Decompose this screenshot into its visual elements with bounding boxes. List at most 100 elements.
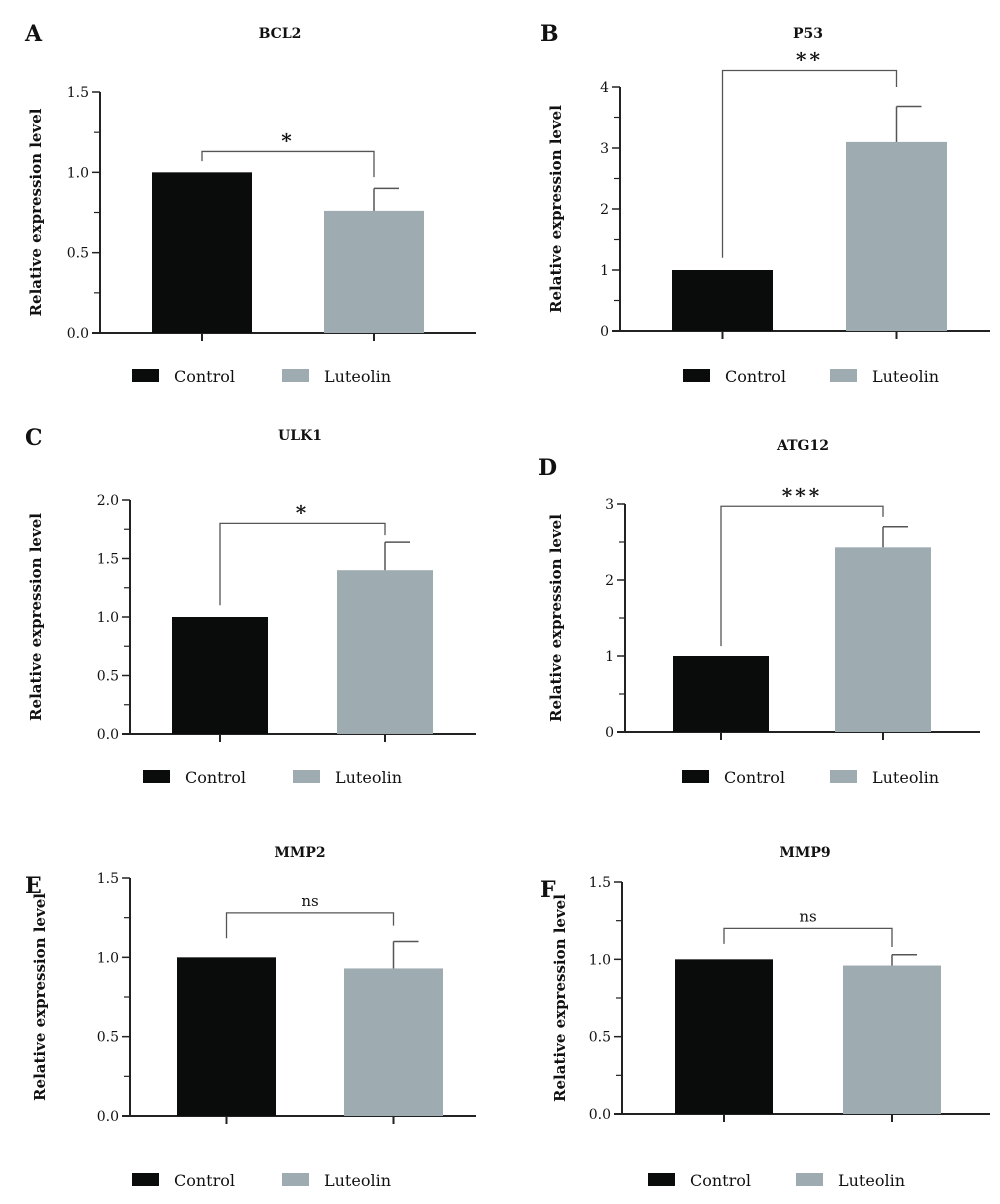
significance-bracket — [721, 69, 898, 258]
chart-title: ATG12 — [776, 438, 829, 454]
significance-label: *** — [782, 483, 822, 507]
legend-label-luteolin: Luteolin — [324, 367, 391, 386]
legend-swatch-luteolin — [796, 1173, 823, 1186]
y-tick-label: 2 — [605, 573, 614, 589]
bar-control — [172, 617, 268, 734]
bar-luteolin — [337, 570, 433, 734]
legend-label-luteolin: Luteolin — [872, 768, 939, 787]
y-tick-label: 1.5 — [97, 871, 119, 887]
y-tick-label: 1.5 — [589, 875, 611, 891]
significance-bracket — [720, 505, 884, 647]
y-axis-label: Relative expression level — [27, 513, 45, 721]
bar-luteolin — [324, 210, 424, 333]
panel-a: A BCL2 Relative expression level 0.0 0.5 1.0 1… — [24, 21, 476, 386]
significance-label: ** — [796, 48, 823, 72]
bar-luteolin — [835, 547, 931, 732]
legend-swatch-control — [683, 369, 710, 382]
significance-label: * — [281, 128, 294, 152]
legend-label-luteolin: Luteolin — [872, 367, 939, 386]
y-axis-label: Relative expression level — [547, 514, 565, 722]
significance-bracket — [201, 150, 375, 178]
panel-d: D ATG12 Relative expression level 0 1 2 3 *** Co… — [538, 438, 980, 787]
bar-control — [675, 959, 773, 1114]
bar-control — [672, 270, 773, 331]
chart-title: ULK1 — [278, 428, 322, 444]
significance-label: ns — [799, 907, 816, 925]
legend-swatch-control — [682, 770, 709, 783]
legend-label-luteolin: Luteolin — [838, 1171, 905, 1190]
chart-title: MMP2 — [274, 845, 325, 861]
y-tick-label: 1 — [600, 263, 609, 279]
y-axis-label: Relative expression level — [551, 894, 569, 1102]
bar-luteolin — [344, 968, 443, 1116]
y-tick-label: 0 — [605, 725, 614, 741]
y-tick-label: 0.0 — [67, 326, 89, 342]
y-tick-label: 3 — [605, 497, 614, 513]
legend-swatch-control — [132, 1173, 159, 1186]
y-axis-label: Relative expression level — [27, 108, 45, 316]
legend-label-control: Control — [185, 768, 246, 787]
y-tick-label: 1.0 — [589, 952, 611, 968]
y-tick-label: 1.0 — [97, 950, 119, 966]
panel-label: F — [540, 877, 556, 903]
legend-swatch-luteolin — [282, 369, 309, 382]
legend-label-control: Control — [725, 367, 786, 386]
y-tick-label: 0.0 — [97, 727, 119, 743]
legend-label-control: Control — [724, 768, 785, 787]
y-tick-label: 0.0 — [97, 1109, 119, 1125]
chart-title: P53 — [793, 26, 823, 42]
y-tick-label: 1.5 — [97, 552, 119, 568]
chart-title: MMP9 — [779, 845, 830, 861]
y-tick-label: 0.5 — [67, 246, 89, 262]
legend-swatch-control — [648, 1173, 675, 1186]
panel-c: C ULK1 Relative expression level 0.0 0.5 1.0 1… — [25, 425, 476, 787]
significance-label: ns — [301, 892, 318, 910]
y-axis-label: Relative expression level — [547, 105, 565, 313]
y-tick-label: 4 — [600, 80, 609, 96]
significance-label: * — [296, 500, 309, 524]
bar-luteolin — [843, 965, 941, 1114]
panel-label: E — [25, 873, 42, 899]
panel-label: D — [538, 455, 557, 481]
legend-swatch-luteolin — [293, 770, 320, 783]
legend-label-control: Control — [174, 367, 235, 386]
legend-swatch-luteolin — [830, 369, 857, 382]
y-tick-label: 0 — [600, 324, 609, 340]
legend-swatch-control — [132, 369, 159, 382]
y-tick-label: 1.0 — [67, 165, 89, 181]
y-tick-label: 1.0 — [97, 610, 119, 626]
y-tick-label: 0.5 — [97, 669, 119, 685]
y-tick-label: 1 — [605, 649, 614, 665]
panel-label: B — [540, 21, 559, 47]
panel-e: E MMP2 Relative expression level 0.0 0.5 1.0 1… — [25, 845, 476, 1190]
y-tick-label: 0.0 — [589, 1107, 611, 1123]
legend-label-luteolin: Luteolin — [335, 768, 402, 787]
y-tick-label: 3 — [600, 141, 609, 157]
legend-swatch-luteolin — [282, 1173, 309, 1186]
bar-control — [177, 957, 276, 1116]
significance-bracket — [219, 522, 386, 606]
panel-f: F MMP9 Relative expression level 0.0 0.5 1.0 1… — [540, 845, 990, 1190]
legend-label-control: Control — [690, 1171, 751, 1190]
y-tick-label: 1.5 — [67, 85, 89, 101]
y-tick-label: 2 — [600, 202, 609, 218]
bar-control — [673, 656, 769, 732]
bar-control — [152, 172, 252, 333]
chart-title: BCL2 — [259, 26, 302, 42]
legend-swatch-control — [143, 770, 170, 783]
panel-b: B P53 Relative expression level 0 1 2 3 4 ** Cont… — [540, 21, 990, 386]
y-tick-label: 0.5 — [97, 1030, 119, 1046]
legend-label-control: Control — [174, 1171, 235, 1190]
bar-luteolin — [846, 141, 947, 331]
legend-label-luteolin: Luteolin — [324, 1171, 391, 1190]
significance-bracket — [723, 927, 893, 947]
significance-bracket — [225, 912, 395, 939]
legend-swatch-luteolin — [830, 770, 857, 783]
y-axis-label: Relative expression level — [31, 893, 49, 1101]
panel-label: C — [25, 425, 43, 451]
y-tick-label: 2.0 — [97, 493, 119, 509]
y-tick-label: 0.5 — [589, 1030, 611, 1046]
panel-label: A — [24, 21, 43, 47]
